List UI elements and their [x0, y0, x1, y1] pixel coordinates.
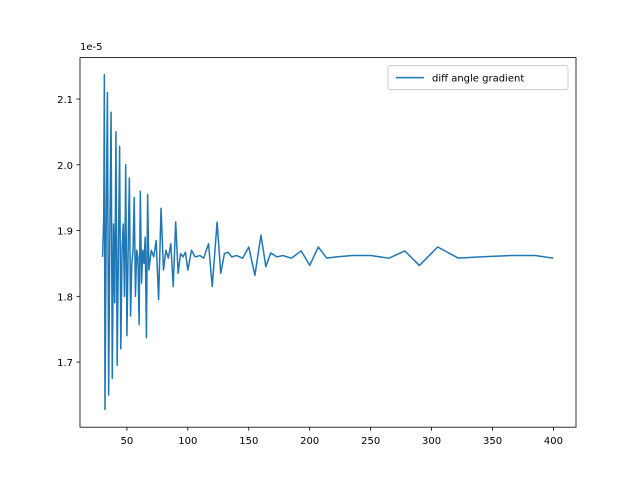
x-tick-label: 350 [483, 436, 502, 447]
legend-box [387, 65, 569, 91]
offset-label: 1e-5 [80, 42, 103, 53]
y-tick-label: 1.8 [57, 292, 73, 303]
y-tick-label: 2.0 [57, 161, 73, 172]
x-tick-label: 250 [361, 436, 380, 447]
y-tick-label: 2.1 [57, 95, 73, 106]
plot-frame [79, 57, 577, 428]
x-tick-label: 200 [300, 436, 319, 447]
y-tick-label: 1.7 [57, 358, 73, 369]
legend-label: diff angle gradient [432, 74, 524, 85]
x-tick-label: 100 [178, 436, 197, 447]
x-tick-label: 150 [239, 436, 258, 447]
x-tick-label: 400 [544, 436, 563, 447]
data-line [101, 73, 554, 411]
x-tick-label: 300 [422, 436, 441, 447]
y-tick-label: 1.9 [57, 227, 73, 238]
x-tick-label: 50 [121, 436, 134, 447]
